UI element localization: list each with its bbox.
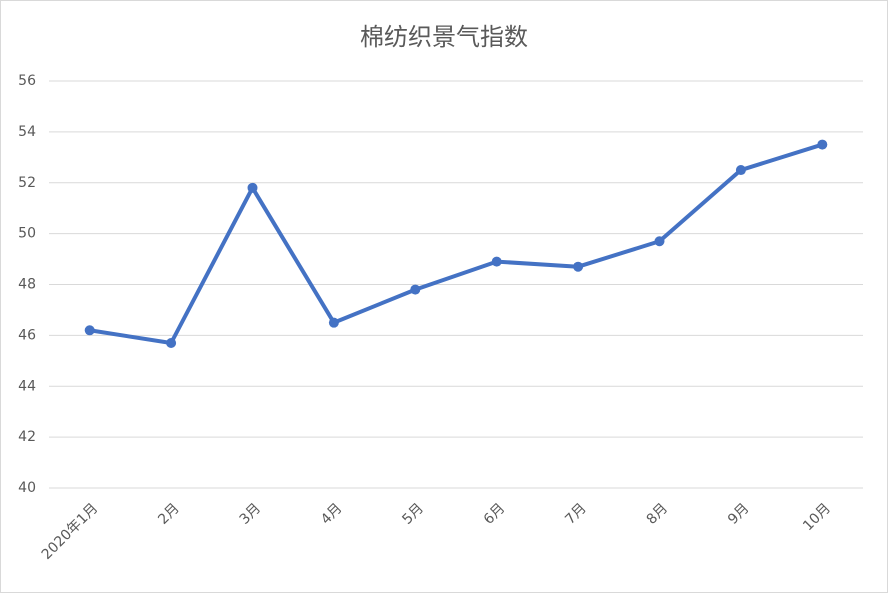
y-tick-label: 50 [18, 226, 36, 242]
y-tick-label: 56 [18, 73, 36, 89]
data-point [817, 139, 828, 150]
y-tick-label: 52 [18, 175, 36, 191]
data-point [654, 236, 665, 247]
y-tick-label: 46 [18, 327, 36, 343]
y-tick-label: 48 [18, 277, 36, 293]
data-point [84, 325, 95, 336]
data-point [410, 284, 421, 295]
chart-title: 棉纺织景气指数 [360, 23, 528, 51]
y-tick-label: 42 [18, 429, 36, 445]
data-point [247, 182, 258, 193]
data-point [573, 261, 584, 272]
data-line [89, 142, 823, 346]
data-point [328, 317, 339, 328]
data-point [166, 338, 177, 349]
y-tick-label: 54 [18, 124, 36, 140]
y-tick-label: 44 [18, 378, 36, 394]
data-point [735, 165, 746, 176]
data-point [491, 256, 502, 267]
y-tick-label: 40 [18, 480, 36, 496]
